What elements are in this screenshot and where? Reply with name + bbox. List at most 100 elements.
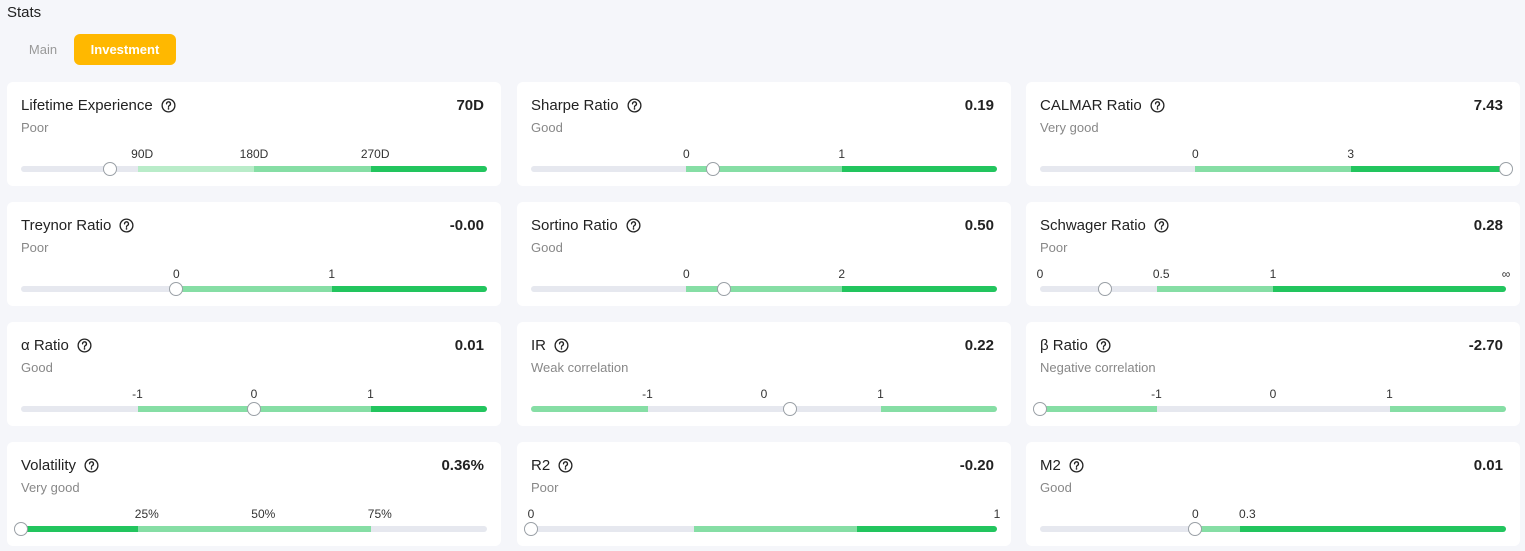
help-icon[interactable] — [626, 218, 641, 233]
range-track — [531, 286, 997, 292]
help-icon[interactable] — [1154, 218, 1169, 233]
range-track — [1040, 406, 1506, 412]
range-track — [21, 286, 487, 292]
stat-title: Treynor Ratio — [21, 217, 134, 234]
range-knob — [524, 522, 538, 536]
stat-status: Very good — [21, 480, 80, 495]
stat-title-text: R2 — [531, 457, 551, 474]
stat-card: CALMAR Ratio 7.43 Very good 0 3 — [1026, 82, 1520, 186]
range-knob — [717, 282, 732, 296]
range-knob — [102, 162, 117, 176]
stat-title: Volatility — [21, 457, 99, 474]
stat-value: -2.70 — [1468, 337, 1503, 354]
stat-status: Very good — [1040, 120, 1099, 135]
range-segment — [1156, 286, 1273, 292]
range-knob — [782, 402, 797, 416]
help-icon[interactable] — [77, 338, 92, 353]
stat-title-text: β Ratio — [1040, 337, 1088, 354]
stat-card: Treynor Ratio -0.00 Poor 0 1 — [7, 202, 501, 306]
stat-value: -0.00 — [449, 217, 484, 234]
stat-status: Good — [531, 240, 563, 255]
range-tick-label: 1 — [877, 387, 884, 401]
stat-title: α Ratio — [21, 337, 92, 354]
range-tick-label: -1 — [1151, 387, 1162, 401]
range-segment — [1389, 406, 1506, 412]
stat-value: 0.01 — [1473, 457, 1503, 474]
range-segment — [1273, 286, 1506, 292]
help-icon[interactable] — [1096, 338, 1111, 353]
range-track — [21, 526, 487, 532]
stat-status: Good — [21, 360, 53, 375]
stat-card: α Ratio 0.01 Good -1 0 1 — [7, 322, 501, 426]
range-tick-label: 3 — [1347, 147, 1354, 161]
range-tick-label: 75% — [367, 507, 392, 521]
range-knob — [1188, 522, 1203, 536]
range-segment — [331, 286, 487, 292]
range-knob — [1499, 162, 1513, 176]
stat-title: CALMAR Ratio — [1040, 97, 1165, 114]
stat-title: β Ratio — [1040, 337, 1111, 354]
stat-status: Poor — [21, 120, 49, 135]
range-tick-label: 0 — [250, 387, 258, 401]
stat-value: 0.50 — [964, 217, 994, 234]
range-track — [531, 166, 997, 172]
range-segment — [531, 406, 648, 412]
range-segment — [694, 526, 858, 532]
stat-status: Poor — [1040, 240, 1068, 255]
help-icon[interactable] — [1150, 98, 1165, 113]
range-tick-label: 1 — [367, 387, 374, 401]
help-icon[interactable] — [558, 458, 573, 473]
stat-title-text: Treynor Ratio — [21, 217, 112, 234]
stat-title: Sortino Ratio — [531, 217, 641, 234]
range-tick-label: 1 — [993, 507, 1001, 521]
help-icon[interactable] — [1069, 458, 1084, 473]
range-track — [1040, 286, 1506, 292]
tab-investment[interactable]: Investment — [74, 34, 176, 65]
range-tick-label: 0 — [1269, 387, 1277, 401]
stat-status: Poor — [21, 240, 49, 255]
stat-title: Lifetime Experience — [21, 97, 176, 114]
range-tick-label: 0 — [527, 507, 535, 521]
range-segment — [1350, 166, 1506, 172]
stat-card: Sortino Ratio 0.50 Good 0 2 — [517, 202, 1011, 306]
range-knob — [14, 522, 28, 536]
range-tick-label: 0 — [172, 267, 180, 281]
stat-value: 70D — [456, 97, 484, 114]
range-segment — [1195, 166, 1351, 172]
range-segment — [841, 166, 997, 172]
range-tick-label: 0.5 — [1152, 267, 1170, 281]
range-tick-label: 2 — [838, 267, 845, 281]
range-tick-label: -1 — [642, 387, 653, 401]
stat-title-text: IR — [531, 337, 546, 354]
help-icon[interactable] — [554, 338, 569, 353]
range-tick-label: 0 — [760, 387, 768, 401]
stat-title: IR — [531, 337, 569, 354]
range-tick-label: ∞ — [1501, 267, 1511, 281]
range-segment — [176, 286, 332, 292]
range-track — [1040, 526, 1506, 532]
page-title: Stats — [7, 4, 42, 21]
range-track — [21, 166, 487, 172]
range-tick-label: 1 — [328, 267, 335, 281]
stat-title-text: Schwager Ratio — [1040, 217, 1146, 234]
range-segment — [857, 526, 997, 532]
stat-card: M2 0.01 Good 0 0.3 — [1026, 442, 1520, 546]
stat-card: Sharpe Ratio 0.19 Good 0 1 — [517, 82, 1011, 186]
range-segment — [686, 166, 842, 172]
range-segment — [254, 166, 371, 172]
help-icon[interactable] — [161, 98, 176, 113]
range-tick-label: 1 — [838, 147, 845, 161]
stat-card: R2 -0.20 Poor 0 1 — [517, 442, 1011, 546]
help-icon[interactable] — [627, 98, 642, 113]
help-icon[interactable] — [84, 458, 99, 473]
help-icon[interactable] — [119, 218, 134, 233]
stat-title-text: Sortino Ratio — [531, 217, 618, 234]
range-knob — [169, 282, 184, 296]
range-tick-label: 50% — [251, 507, 276, 521]
range-tick-label: 0 — [1191, 507, 1199, 521]
stat-title: Sharpe Ratio — [531, 97, 642, 114]
stat-value: 0.28 — [1473, 217, 1503, 234]
range-segment — [137, 166, 254, 172]
tab-main[interactable]: Main — [28, 42, 58, 57]
